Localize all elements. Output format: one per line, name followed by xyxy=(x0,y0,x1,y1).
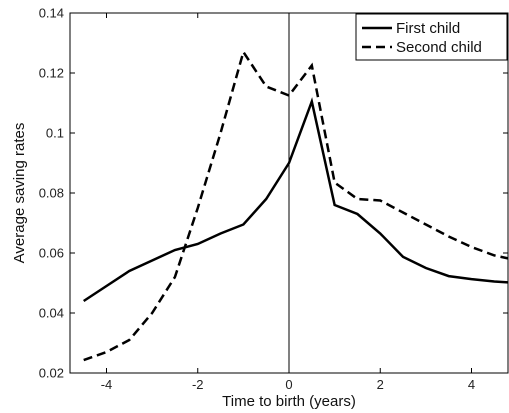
y-tick-label: 0.04 xyxy=(39,306,64,321)
y-axis-label: Average saving rates xyxy=(11,123,28,264)
x-tick-label: 4 xyxy=(468,377,475,392)
y-tick-label: 0.02 xyxy=(39,366,64,381)
legend-label-second-child: Second child xyxy=(396,39,482,56)
legend: First child Second child xyxy=(355,13,508,61)
x-tick-label: 0 xyxy=(285,377,292,392)
legend-label-first-child: First child xyxy=(396,20,460,37)
series-line-first-child xyxy=(83,97,509,303)
x-tick-label: -4 xyxy=(101,377,113,392)
y-tick-label: 0.06 xyxy=(39,246,64,261)
legend-box xyxy=(355,13,508,61)
y-tick-label: 0.1 xyxy=(46,126,64,141)
y-axis: 0.02 0.04 0.06 0.08 0.1 0.12 0.14 xyxy=(39,6,508,381)
x-tick-label: -2 xyxy=(192,377,204,392)
y-tick-label: 0.14 xyxy=(39,6,64,21)
x-axis-label: Time to birth (years) xyxy=(222,393,356,410)
y-tick-label: 0.12 xyxy=(39,66,64,81)
series-line-second-child xyxy=(83,49,509,362)
series-group xyxy=(83,49,509,362)
y-tick-label: 0.08 xyxy=(39,186,64,201)
x-tick-label: 2 xyxy=(377,377,384,392)
